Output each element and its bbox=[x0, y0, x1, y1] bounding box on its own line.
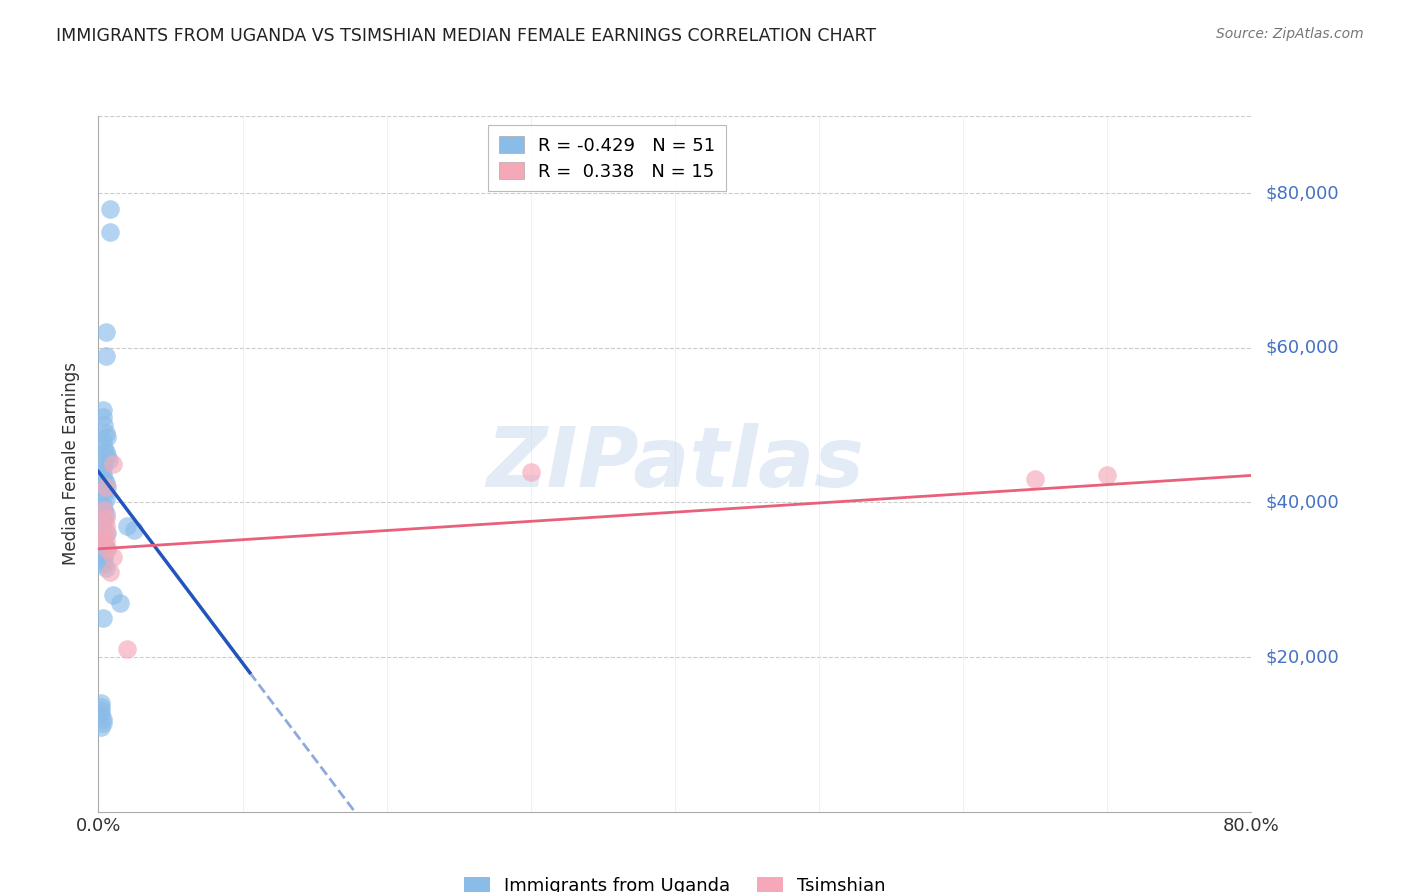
Point bbox=[93, 503, 115, 517]
Point bbox=[93, 472, 115, 486]
Point bbox=[93, 503, 115, 517]
Point bbox=[91, 500, 114, 514]
Point bbox=[96, 526, 118, 541]
Point bbox=[96, 449, 118, 463]
Point bbox=[94, 511, 117, 525]
Legend: Immigrants from Uganda, Tsimshian: Immigrants from Uganda, Tsimshian bbox=[457, 870, 893, 892]
Point bbox=[520, 465, 543, 479]
Point bbox=[93, 442, 115, 456]
Text: $20,000: $20,000 bbox=[1265, 648, 1339, 666]
Point bbox=[94, 518, 117, 533]
Y-axis label: Median Female Earnings: Median Female Earnings bbox=[62, 362, 80, 566]
Point bbox=[94, 445, 117, 459]
Point bbox=[1024, 472, 1046, 486]
Point bbox=[117, 518, 138, 533]
Point bbox=[91, 402, 114, 417]
Point bbox=[91, 410, 114, 425]
Point bbox=[93, 558, 115, 572]
Point bbox=[94, 491, 117, 506]
Point bbox=[91, 434, 114, 448]
Text: $40,000: $40,000 bbox=[1265, 493, 1339, 511]
Text: $80,000: $80,000 bbox=[1265, 185, 1339, 202]
Point bbox=[94, 326, 117, 340]
Point bbox=[91, 715, 114, 730]
Point bbox=[1097, 468, 1119, 483]
Point bbox=[91, 483, 114, 498]
Point bbox=[91, 611, 114, 625]
Point bbox=[96, 541, 118, 556]
Point bbox=[98, 202, 121, 216]
Point bbox=[117, 642, 138, 657]
Text: IMMIGRANTS FROM UGANDA VS TSIMSHIAN MEDIAN FEMALE EARNINGS CORRELATION CHART: IMMIGRANTS FROM UGANDA VS TSIMSHIAN MEDI… bbox=[56, 27, 876, 45]
Point bbox=[90, 720, 112, 734]
Point bbox=[101, 588, 124, 602]
Text: $60,000: $60,000 bbox=[1265, 339, 1339, 357]
Point bbox=[94, 561, 117, 575]
Point bbox=[94, 349, 117, 363]
Point bbox=[91, 468, 114, 483]
Point bbox=[98, 225, 121, 239]
Point bbox=[93, 457, 115, 471]
Point bbox=[91, 712, 114, 726]
Point bbox=[93, 549, 115, 564]
Point bbox=[90, 708, 112, 723]
Point bbox=[94, 507, 117, 521]
Point bbox=[91, 534, 114, 549]
Point bbox=[90, 697, 112, 711]
Point bbox=[93, 515, 115, 529]
Point bbox=[101, 549, 124, 564]
Point bbox=[94, 425, 117, 440]
Text: ZIPatlas: ZIPatlas bbox=[486, 424, 863, 504]
Point bbox=[93, 488, 115, 502]
Point bbox=[96, 430, 118, 444]
Point bbox=[91, 546, 114, 560]
Point bbox=[97, 453, 120, 467]
Point bbox=[108, 596, 131, 610]
Point bbox=[93, 534, 115, 549]
Point bbox=[124, 523, 146, 537]
Text: Source: ZipAtlas.com: Source: ZipAtlas.com bbox=[1216, 27, 1364, 41]
Point bbox=[101, 457, 124, 471]
Point bbox=[94, 526, 117, 541]
Point bbox=[93, 530, 115, 544]
Point bbox=[94, 480, 117, 494]
Point bbox=[93, 418, 115, 433]
Point bbox=[96, 541, 118, 556]
Point bbox=[93, 538, 115, 552]
Point bbox=[96, 480, 118, 494]
Point bbox=[91, 511, 114, 525]
Point bbox=[94, 476, 117, 491]
Point bbox=[90, 704, 112, 718]
Point bbox=[94, 534, 117, 549]
Point bbox=[90, 700, 112, 714]
Point bbox=[91, 553, 114, 567]
Point bbox=[91, 460, 114, 475]
Point bbox=[98, 565, 121, 579]
Point bbox=[90, 465, 112, 479]
